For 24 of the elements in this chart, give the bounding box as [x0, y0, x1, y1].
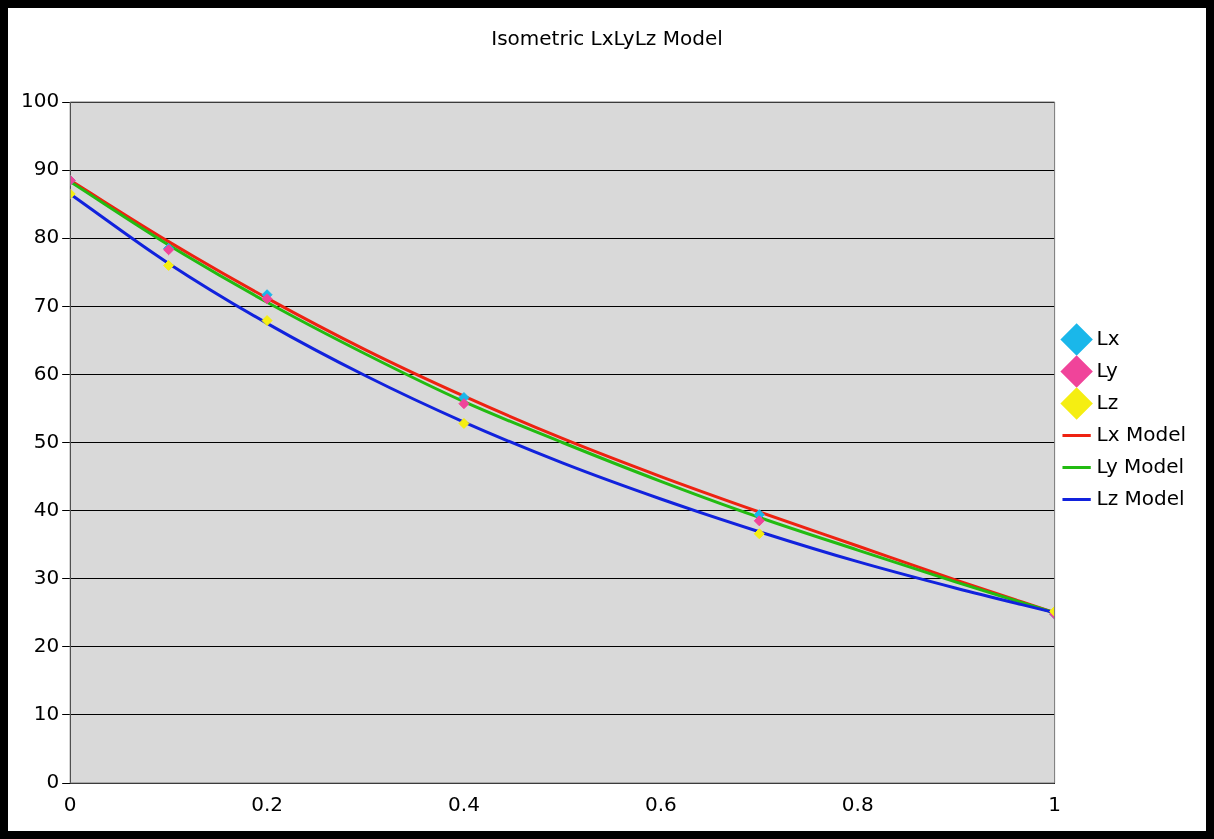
- y-tick-label: 60: [33, 360, 60, 385]
- y-tick-label: 70: [33, 292, 60, 317]
- y-tick-label: 80: [33, 224, 60, 249]
- y-tick-label: 10: [33, 701, 60, 726]
- legend-label: Lz: [1096, 389, 1119, 414]
- y-tick-label: 100: [20, 88, 60, 113]
- y-tick-label: 90: [33, 156, 60, 181]
- legend-label: Lx Model: [1096, 421, 1187, 446]
- y-tick-label: 0: [46, 769, 60, 794]
- x-tick-label: 0.8: [841, 792, 874, 817]
- x-tick-label: 0: [63, 792, 77, 817]
- y-tick-label: 40: [33, 496, 60, 521]
- legend-label: Lx: [1096, 325, 1120, 350]
- y-tick-label: 20: [33, 633, 60, 657]
- x-tick-label: 0.2: [251, 792, 283, 817]
- chart-title: Isometric LxLyLz Model: [491, 26, 723, 51]
- x-tick-label: 1: [1048, 792, 1061, 817]
- y-tick-label: 30: [33, 564, 60, 589]
- y-tick-label: 50: [33, 428, 60, 453]
- x-tick-label: 0.6: [644, 792, 677, 817]
- legend-label: Ly Model: [1096, 453, 1185, 478]
- legend-label: Lz Model: [1096, 485, 1185, 510]
- legend-label: Ly: [1096, 357, 1118, 382]
- x-tick-label: 0.4: [448, 792, 480, 817]
